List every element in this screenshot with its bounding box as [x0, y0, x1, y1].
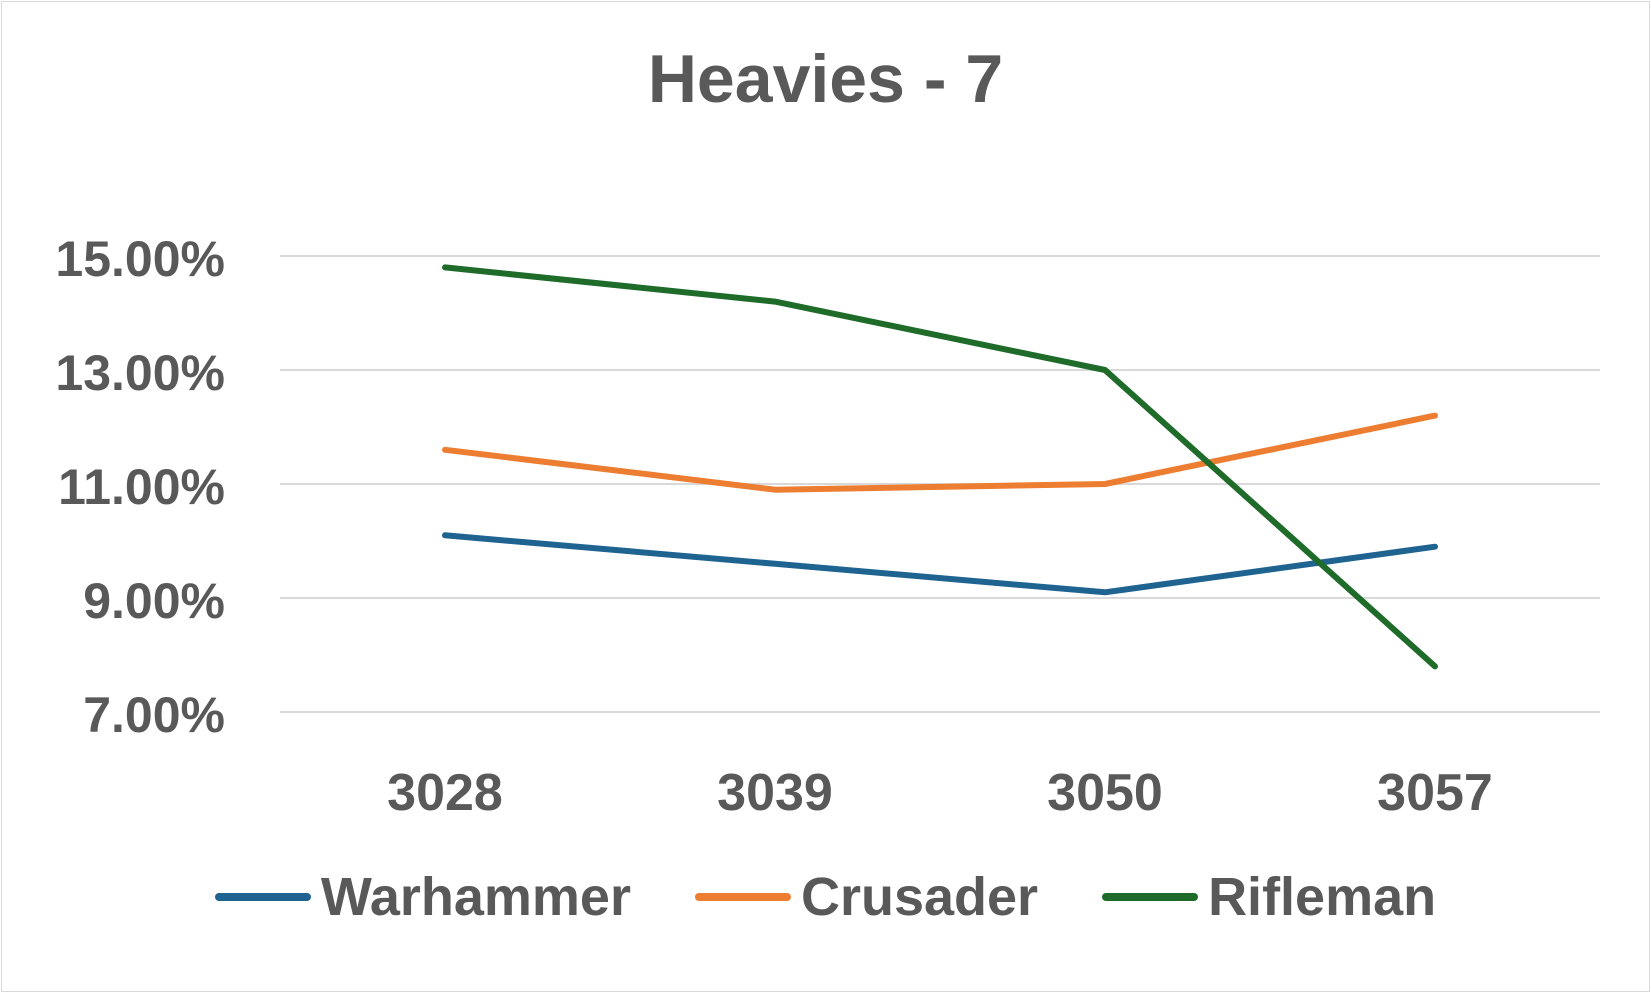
series-lines: [442, 264, 1438, 670]
x-tick-label: 3028: [387, 764, 503, 822]
legend-swatch: [214, 893, 311, 901]
legend-item-crusader: Crusader: [694, 867, 1039, 927]
legend-swatch: [1102, 893, 1199, 901]
y-tick-label: 11.00%: [58, 459, 225, 515]
x-tick-label: 3050: [1047, 764, 1163, 822]
y-tick-label: 13.00%: [55, 345, 225, 401]
legend-item-rifleman: Rifleman: [1102, 870, 1436, 924]
x-tick-label: 3039: [717, 764, 833, 822]
legend-label: Warhammer: [320, 867, 631, 927]
x-tick-label: 3057: [1377, 764, 1493, 822]
chart-title: Heavies - 7: [647, 41, 1004, 117]
series-line-crusader: [442, 412, 1438, 493]
y-axis-ticks: 7.00% 9.00% 11.00% 13.00% 15.00%: [55, 231, 225, 743]
y-tick-label: 9.00%: [83, 573, 225, 629]
legend-label: Rifleman: [1208, 867, 1437, 927]
y-tick-label: 7.00%: [83, 687, 225, 743]
y-tick-label: 15.00%: [55, 231, 225, 287]
x-axis-ticks: 3028 3039 3050 3057: [387, 764, 1493, 822]
legend-swatch: [694, 893, 791, 901]
legend: Warhammer Crusader Rifleman: [0, 870, 1651, 924]
series-line-rifleman: [442, 264, 1438, 670]
series-line-warhammer: [442, 532, 1438, 596]
legend-label: Crusader: [800, 867, 1039, 927]
legend-item-warhammer: Warhammer: [214, 867, 631, 927]
